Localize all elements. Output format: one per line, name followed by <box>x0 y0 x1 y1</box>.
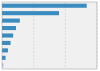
bar <box>2 41 11 45</box>
bar <box>2 11 59 15</box>
bar <box>2 48 8 52</box>
plot-background <box>2 2 97 69</box>
grid-line <box>65 2 66 69</box>
bar <box>2 19 20 23</box>
bar <box>2 26 16 30</box>
chart-container <box>0 0 100 71</box>
chart-svg <box>0 0 100 71</box>
bars <box>2 4 87 68</box>
plot-frame <box>2 2 97 69</box>
bar <box>2 33 13 37</box>
bar <box>2 56 6 60</box>
bar <box>2 4 87 8</box>
